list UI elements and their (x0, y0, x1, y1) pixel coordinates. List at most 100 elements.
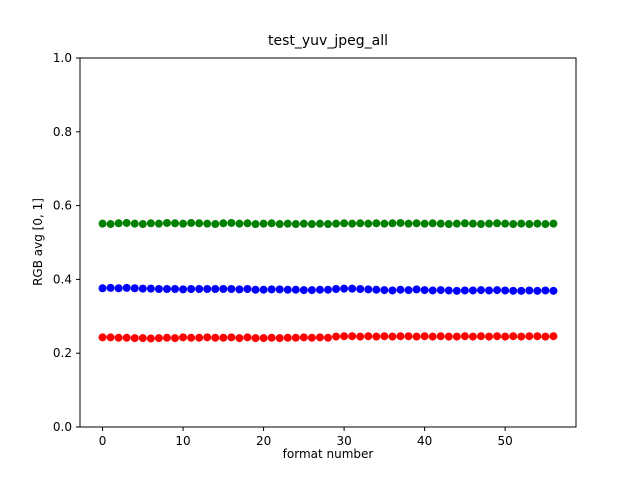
data-point-blue (468, 286, 477, 295)
data-point-red (291, 333, 300, 342)
data-point-red (340, 332, 349, 341)
data-point-blue (356, 284, 365, 293)
data-point-red (154, 334, 163, 343)
data-point-red (517, 332, 526, 341)
data-point-green (525, 220, 534, 229)
data-point-blue (549, 286, 558, 295)
data-point-blue (364, 285, 373, 294)
data-point-green (235, 219, 244, 228)
data-point-green (146, 219, 155, 228)
data-point-blue (493, 286, 502, 295)
chart-title: test_yuv_jpeg_all (268, 33, 388, 49)
data-point-red (388, 332, 397, 341)
data-point-blue (372, 285, 381, 294)
y-tick-label: 0.2 (53, 346, 72, 360)
data-point-green (493, 219, 502, 228)
data-point-green (549, 219, 558, 228)
data-point-green (211, 220, 220, 229)
data-point-red (98, 333, 107, 342)
data-point-green (468, 219, 477, 228)
data-point-red (525, 332, 534, 341)
data-point-blue (404, 286, 413, 295)
data-point-red (162, 333, 171, 342)
data-point-blue (517, 286, 526, 295)
x-tick-label: 50 (498, 434, 513, 448)
data-point-blue (275, 285, 284, 294)
data-point-red (171, 334, 180, 343)
data-point-green (307, 220, 316, 229)
data-point-green (412, 219, 421, 228)
data-point-blue (243, 284, 252, 293)
data-point-red (364, 332, 373, 341)
data-point-green (396, 218, 405, 227)
axes-frame (79, 57, 577, 428)
data-point-blue (130, 284, 139, 293)
data-point-green (501, 219, 510, 228)
data-point-red (509, 332, 518, 341)
data-point-green (106, 220, 115, 229)
data-point-blue (259, 285, 268, 294)
data-point-blue (324, 285, 332, 294)
data-point-blue (154, 284, 163, 293)
data-point-blue (436, 286, 445, 295)
y-tick-label: 1.0 (53, 51, 72, 65)
data-point-green (485, 219, 494, 228)
x-tick-label: 30 (336, 434, 351, 448)
data-point-green (460, 219, 469, 228)
data-point-green (114, 219, 123, 228)
y-tick-label: 0.6 (53, 199, 72, 213)
data-point-blue (509, 286, 518, 295)
data-point-red (251, 334, 260, 343)
data-point-blue (332, 284, 341, 293)
data-point-red (452, 332, 461, 341)
data-point-red (211, 333, 220, 342)
data-point-green (509, 220, 518, 229)
y-axis-label: RGB avg [0, 1] (31, 198, 45, 286)
data-point-red (235, 334, 244, 343)
data-point-green (299, 219, 308, 228)
data-point-blue (476, 286, 485, 295)
data-point-green (122, 218, 131, 227)
data-point-green (130, 219, 139, 228)
data-point-red (187, 333, 196, 342)
data-point-blue (348, 284, 357, 293)
data-point-green (259, 219, 268, 228)
data-point-blue (146, 284, 155, 293)
data-point-red (444, 332, 453, 341)
data-point-green (372, 219, 381, 228)
data-point-blue (299, 286, 308, 295)
data-point-blue (340, 284, 349, 293)
data-point-blue (533, 286, 542, 295)
data-point-red (412, 332, 421, 341)
data-point-red (348, 332, 357, 341)
data-point-green (195, 219, 204, 228)
data-point-green (356, 219, 365, 228)
data-point-green (203, 219, 212, 228)
data-point-red (396, 332, 405, 341)
data-point-red (541, 332, 550, 341)
data-point-blue (267, 285, 276, 294)
data-point-red (533, 332, 542, 341)
data-point-red (501, 332, 510, 341)
data-point-blue (412, 285, 421, 294)
data-point-red (299, 333, 308, 342)
x-tick-label: 40 (417, 434, 432, 448)
data-point-green (364, 219, 373, 228)
y-tick-label: 0.8 (53, 125, 72, 139)
data-point-red (380, 332, 389, 341)
data-point-green (517, 219, 526, 228)
data-point-red (485, 332, 494, 341)
data-point-green (251, 220, 260, 229)
data-point-blue (315, 285, 324, 294)
data-point-blue (106, 283, 115, 292)
data-point-blue (227, 284, 236, 293)
data-point-green (171, 219, 180, 228)
data-point-red (332, 332, 341, 341)
data-point-red (356, 332, 365, 341)
data-point-red (307, 333, 316, 342)
x-tick-label: 20 (256, 434, 271, 448)
x-tick-label: 10 (175, 434, 190, 448)
data-point-blue (283, 285, 292, 294)
data-point-blue (251, 285, 260, 294)
